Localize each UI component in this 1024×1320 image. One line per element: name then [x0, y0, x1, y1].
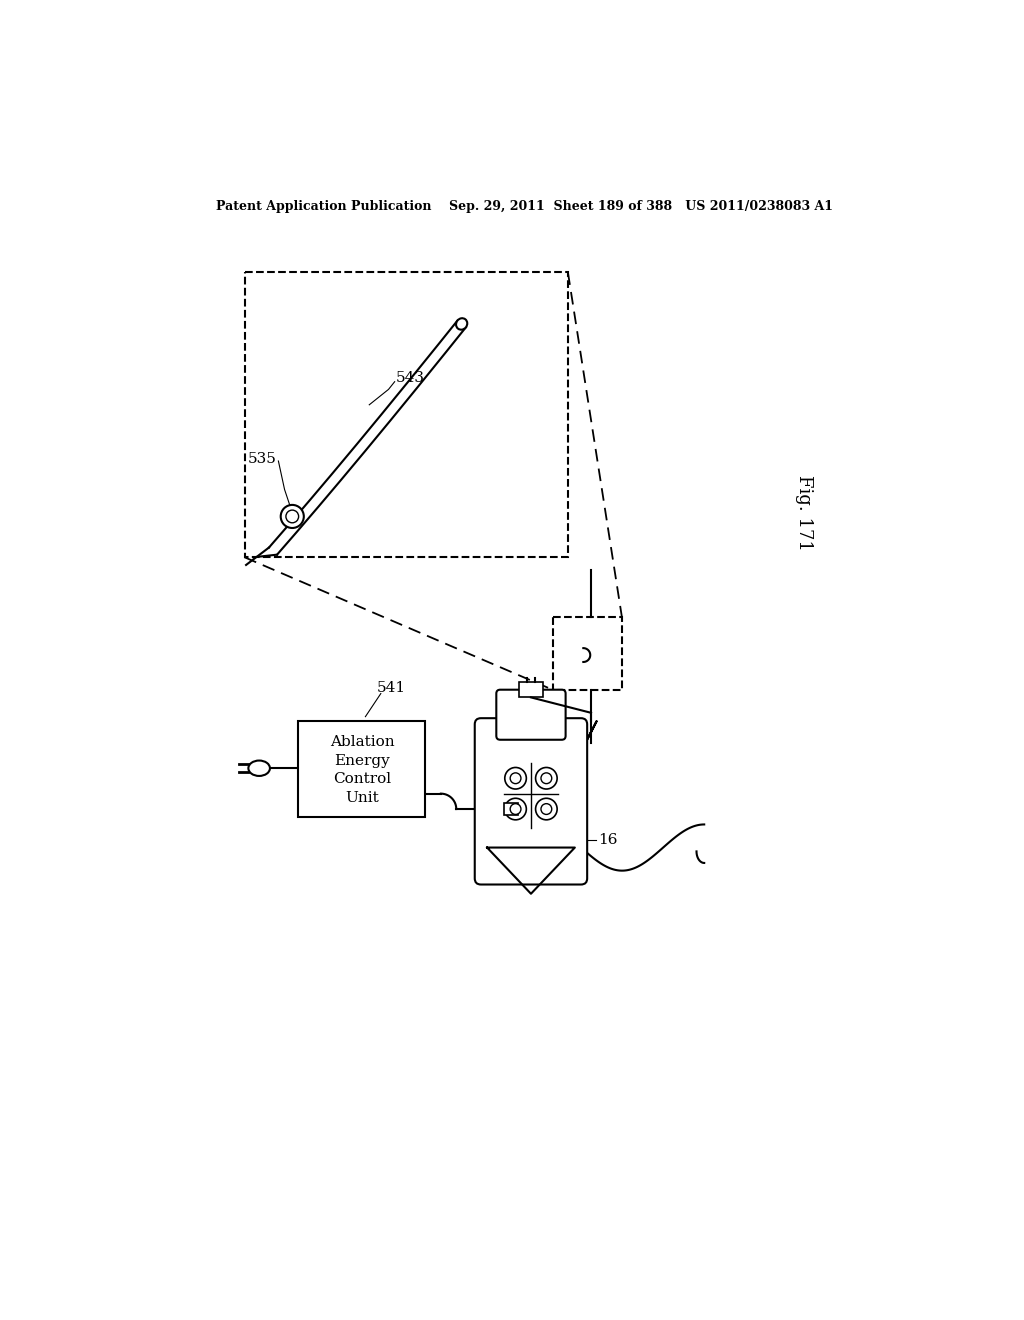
Text: Fig. 171: Fig. 171 — [796, 475, 813, 550]
FancyBboxPatch shape — [475, 718, 587, 884]
Circle shape — [286, 510, 299, 523]
Text: 541: 541 — [376, 681, 406, 696]
Circle shape — [510, 774, 521, 784]
Circle shape — [281, 506, 304, 528]
Text: Energy: Energy — [334, 754, 390, 767]
Ellipse shape — [456, 318, 467, 330]
Text: 543: 543 — [396, 371, 425, 385]
Bar — [519, 682, 543, 697]
Text: Patent Application Publication    Sep. 29, 2011  Sheet 189 of 388   US 2011/0238: Patent Application Publication Sep. 29, … — [216, 199, 834, 213]
Circle shape — [541, 774, 552, 784]
Ellipse shape — [249, 760, 270, 776]
FancyBboxPatch shape — [497, 689, 565, 739]
Circle shape — [536, 799, 557, 820]
Circle shape — [541, 804, 552, 814]
Bar — [245, 272, 568, 557]
Circle shape — [505, 799, 526, 820]
Bar — [504, 803, 518, 816]
Text: 16: 16 — [598, 833, 617, 847]
Bar — [298, 721, 425, 817]
Circle shape — [510, 804, 521, 814]
Text: 535: 535 — [248, 451, 276, 466]
Bar — [553, 616, 622, 689]
Text: Unit: Unit — [345, 791, 379, 804]
Text: Ablation: Ablation — [330, 735, 394, 748]
Text: Control: Control — [333, 772, 391, 785]
Circle shape — [505, 767, 526, 789]
Circle shape — [536, 767, 557, 789]
